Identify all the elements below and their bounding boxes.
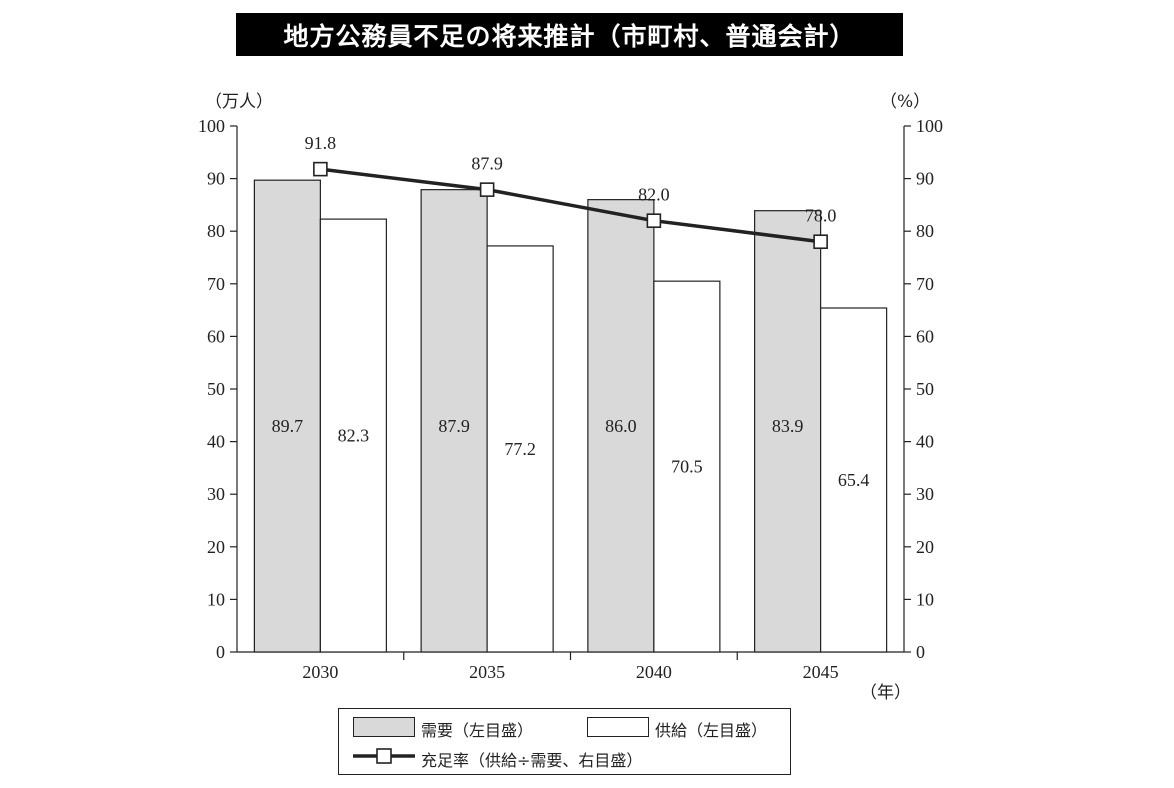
x-tick-label: 2035 xyxy=(469,662,505,682)
y-left-tick-label: 60 xyxy=(207,326,225,346)
bar-demand-value-label: 87.9 xyxy=(438,416,470,436)
ratio-value-label: 82.0 xyxy=(638,185,670,205)
y-left-tick-label: 0 xyxy=(216,642,225,662)
bar-supply xyxy=(653,280,721,653)
y-right-tick-label: 90 xyxy=(916,169,934,189)
legend-swatch-demand xyxy=(353,717,415,737)
y-right-tick-label: 0 xyxy=(916,642,925,662)
bar-supply xyxy=(319,218,387,653)
x-tick-label: 2030 xyxy=(302,662,338,682)
y-left-tick-label: 30 xyxy=(207,484,225,504)
bar-demand-value-label: 83.9 xyxy=(772,416,804,436)
bar-supply-value-label: 65.4 xyxy=(838,470,870,490)
bar-demand xyxy=(253,179,321,653)
ratio-point-marker xyxy=(313,161,328,177)
legend-label-ratio: 充足率（供給÷需要、右目盛） xyxy=(421,751,643,770)
y-right-tick-label: 40 xyxy=(916,432,934,452)
axes: 0102030405060708090100010203040506070809… xyxy=(198,92,943,703)
y-left-tick-label: 20 xyxy=(207,537,225,557)
y-right-tick-label: 100 xyxy=(916,116,943,136)
y-right-tick-label: 80 xyxy=(916,221,934,241)
y-left-tick-label: 50 xyxy=(207,379,225,399)
chart-title: 地方公務員不足の将来推計（市町村、普通会計） xyxy=(236,13,903,56)
ratio-value-label: 91.8 xyxy=(305,133,337,153)
y-right-tick-label: 20 xyxy=(916,537,934,557)
y-left-tick-label: 90 xyxy=(207,169,225,189)
ratio-point-marker xyxy=(646,213,662,228)
legend-label-demand: 需要（左目盛） xyxy=(421,721,534,740)
y-right-tick-label: 70 xyxy=(916,274,934,294)
y-right-tick-label: 30 xyxy=(916,484,934,504)
y-right-tick-label: 10 xyxy=(916,589,934,609)
y-left-tick-label: 70 xyxy=(207,274,225,294)
legend: 需要（左目盛） 供給（左目盛） 充足率（供給÷需要、右目盛） xyxy=(338,708,791,775)
bar-supply xyxy=(820,307,888,653)
y-left-tick-label: 80 xyxy=(207,221,225,241)
ratio-point-marker xyxy=(813,234,828,250)
bar-supply-value-label: 70.5 xyxy=(671,457,703,477)
bar-demand xyxy=(754,210,822,653)
x-tick-label: 2040 xyxy=(636,662,672,682)
line-series xyxy=(313,161,828,250)
ratio-line xyxy=(320,167,821,244)
bar-demand-value-label: 86.0 xyxy=(605,416,637,436)
x-tick-label: 2045 xyxy=(803,662,839,682)
y-left-tick-label: 10 xyxy=(207,589,225,609)
x-unit: （年） xyxy=(860,683,911,703)
legend-label-supply: 供給（左目盛） xyxy=(655,721,768,740)
y-left-unit: （万人） xyxy=(205,92,273,112)
y-right-unit: （%） xyxy=(880,92,930,112)
bars xyxy=(253,179,888,653)
ratio-point-marker xyxy=(479,182,495,197)
data-labels: 89.7 82.3 87.9 77.2 86.0 70.5 83.9 65.4 91.8 87.9… xyxy=(272,133,870,490)
y-right-tick-label: 50 xyxy=(916,379,934,399)
bar-supply-value-label: 77.2 xyxy=(504,439,536,459)
legend-line-marker xyxy=(353,748,415,764)
y-left-tick-label: 100 xyxy=(198,116,225,136)
chart-title-text: 地方公務員不足の将来推計（市町村、普通会計） xyxy=(283,21,856,51)
bar-supply-value-label: 82.3 xyxy=(338,426,370,446)
ratio-value-label: 87.9 xyxy=(471,154,503,174)
bar-demand-value-label: 89.7 xyxy=(272,416,304,436)
y-left-tick-label: 40 xyxy=(207,432,225,452)
bar-supply xyxy=(486,245,554,653)
legend-swatch-supply xyxy=(587,717,649,737)
y-right-tick-label: 60 xyxy=(916,326,934,346)
ratio-value-label: 78.0 xyxy=(805,206,837,226)
